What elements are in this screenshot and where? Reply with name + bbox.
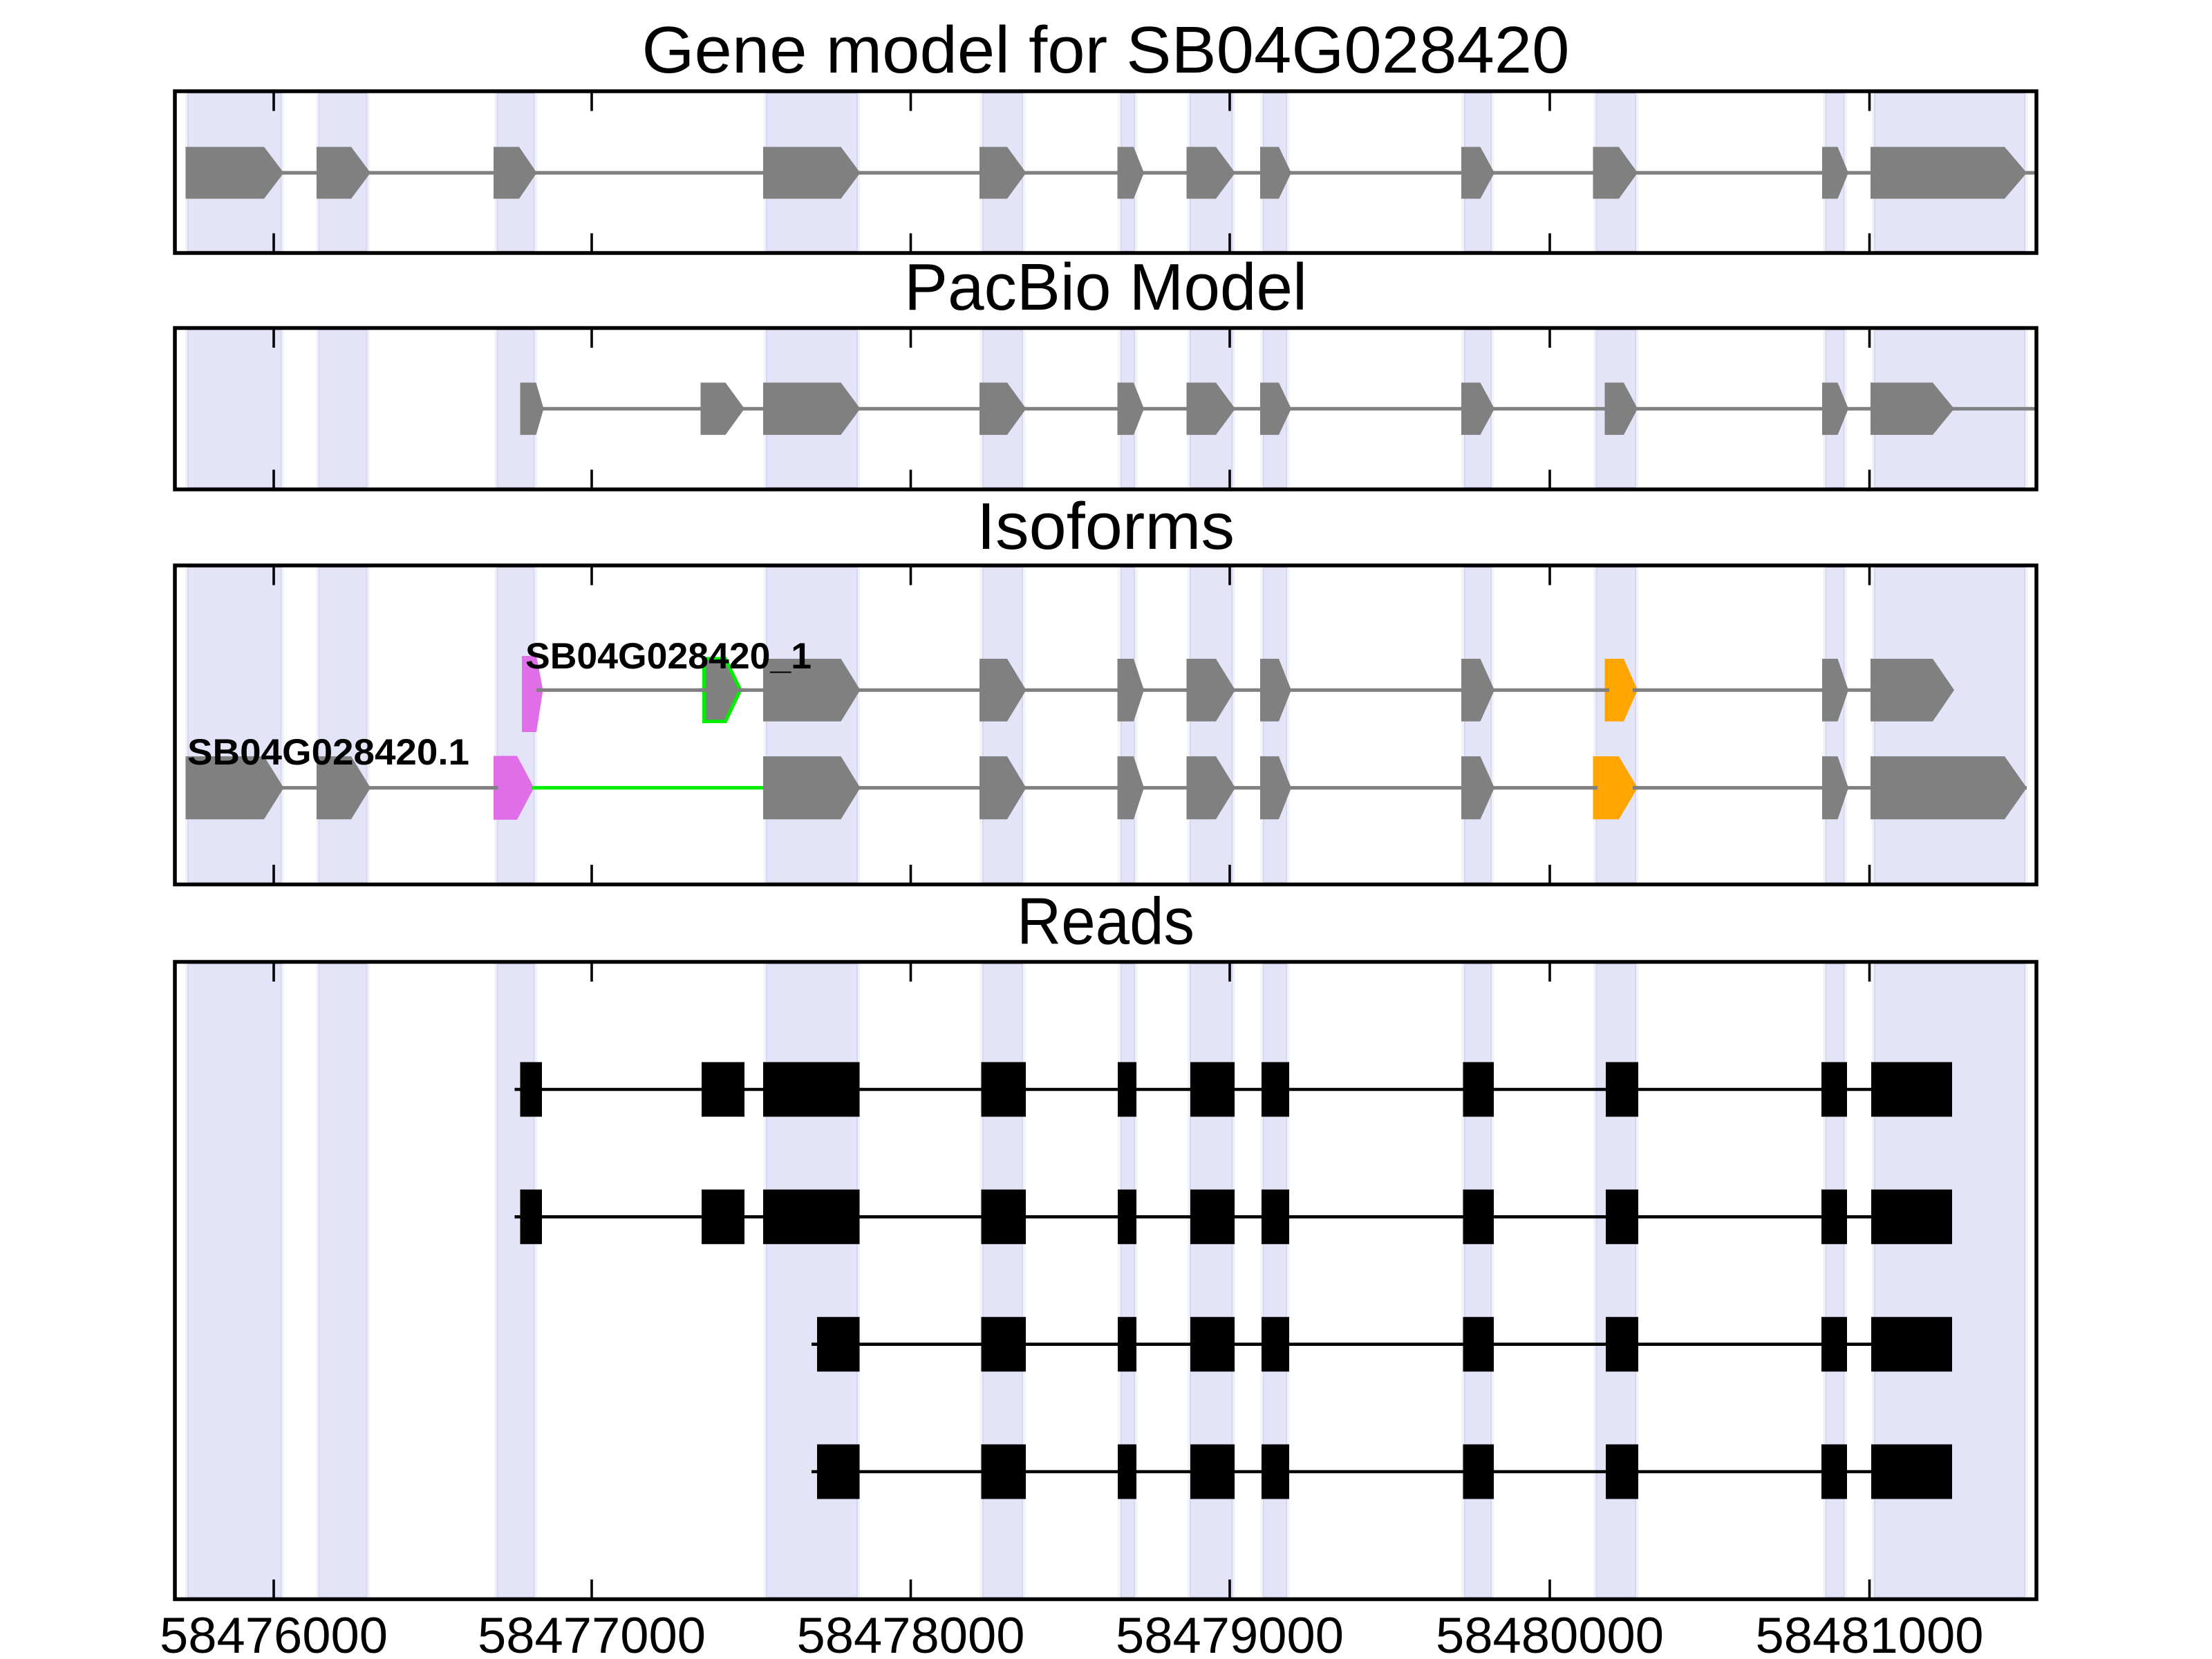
svg-text:PacBio Model: PacBio Model [904,250,1307,324]
svg-text:Isoforms: Isoforms [977,489,1235,563]
svg-text:58476000: 58476000 [160,1608,388,1659]
svg-text:Reads: Reads [1017,885,1194,959]
svg-text:58478000: 58478000 [797,1608,1025,1659]
svg-text:58479000: 58479000 [1116,1608,1344,1659]
svg-text:SB04G028420_1: SB04G028420_1 [525,636,812,677]
svg-text:Gene model for SB04G028420: Gene model for SB04G028420 [642,13,1570,87]
svg-text:58480000: 58480000 [1436,1608,1664,1659]
svg-text:58481000: 58481000 [1756,1608,1984,1659]
svg-text:SB04G028420.1: SB04G028420.1 [187,732,469,773]
svg-text:58477000: 58477000 [478,1608,706,1659]
